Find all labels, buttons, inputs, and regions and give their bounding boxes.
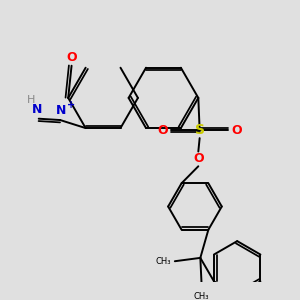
Text: CH₃: CH₃ (194, 292, 209, 300)
Text: S: S (195, 123, 205, 137)
Text: O: O (193, 152, 204, 165)
Text: N: N (32, 103, 43, 116)
Text: O: O (231, 124, 242, 136)
Text: N: N (56, 104, 67, 117)
Text: O: O (158, 124, 168, 136)
Text: +: + (67, 100, 75, 110)
Text: O: O (66, 50, 77, 64)
Text: H: H (26, 95, 35, 105)
Text: CH₃: CH₃ (156, 257, 172, 266)
